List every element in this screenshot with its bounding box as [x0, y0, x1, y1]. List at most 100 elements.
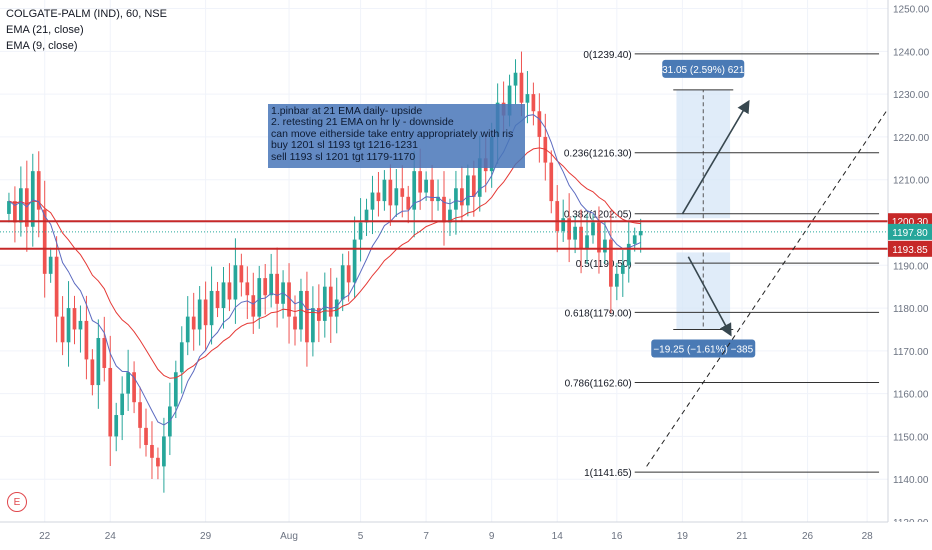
price-tick-label: 1180.00: [893, 304, 929, 315]
candle-body: [424, 179, 428, 193]
price-axis-bg: [888, 0, 932, 550]
ema21-legend[interactable]: EMA (21, close): [6, 24, 84, 36]
candle-body: [400, 188, 405, 197]
candle-body: [7, 201, 11, 214]
candle-body: [78, 320, 83, 330]
measure-tools: 31.05 (2.59%) 621 −19.25 (−1.61%) −385: [651, 59, 756, 358]
last-price-tag-bg: [888, 223, 932, 240]
price-tick-label: 1210.00: [893, 176, 930, 187]
ema9-line: [8, 114, 641, 426]
note-line: buy 1201 sl 1193 tgt 1216-1231: [271, 139, 418, 152]
candle-body: [144, 427, 148, 445]
candle-body: [537, 111, 542, 137]
candle-body: [561, 218, 566, 232]
candle-body: [126, 372, 130, 394]
candle-body: [412, 171, 417, 210]
candle-body: [549, 162, 554, 202]
short-measure-label: −19.25 (−1.61%) −385: [653, 344, 753, 355]
candle-body: [322, 286, 327, 321]
candle-body: [436, 196, 440, 202]
candle-body: [614, 273, 619, 287]
time-axis-bg: [0, 522, 932, 550]
long-measure-label-bg: [662, 59, 745, 78]
last-price-tag-label: 1197.80: [892, 228, 928, 239]
candle-body: [632, 235, 637, 244]
candle-body: [90, 359, 95, 386]
candle-body: [328, 286, 333, 317]
candle-body: [138, 402, 142, 428]
time-tick-label: 9: [489, 531, 495, 542]
candle-body: [156, 457, 160, 467]
fibonacci-retracement: 0(1239.40) 0.236(1216.30) 0.382(1202.05) 0.…: [564, 50, 880, 479]
price-tick-label: 1160.00: [893, 390, 929, 401]
candle-body: [579, 226, 583, 249]
price-tick-label: 1190.00: [893, 261, 929, 272]
candle-body: [513, 72, 518, 86]
price-tick-label: 1150.00: [893, 432, 929, 443]
candle-body: [36, 171, 41, 210]
candle-body: [620, 265, 625, 274]
events-badge[interactable]: E: [7, 492, 27, 512]
time-tick-label: 7: [423, 531, 429, 542]
note-line: 1.pinbar at 21 EMA daily- upside: [271, 105, 423, 117]
candle-body: [316, 308, 321, 321]
candle-body: [30, 171, 35, 227]
level-tag-bg: [888, 240, 932, 257]
candle-body: [340, 265, 345, 300]
candle-body: [531, 94, 536, 112]
candle-body: [150, 444, 154, 458]
candle-body: [48, 256, 53, 274]
candle-body: [96, 338, 101, 386]
candle-body: [597, 222, 601, 253]
candle-body: [382, 179, 387, 202]
time-tick-label: 21: [736, 531, 748, 542]
candle-body: [573, 226, 577, 240]
fib-level-label: 0.236(1216.30): [564, 149, 632, 160]
candle-body: [334, 299, 339, 317]
time-tick-label: 26: [802, 531, 814, 542]
candle-body: [257, 278, 262, 317]
candle-body: [406, 196, 411, 210]
time-tick-label: 5: [358, 531, 364, 542]
candle-body: [185, 316, 190, 343]
candle-body: [203, 299, 208, 326]
candle-body: [477, 158, 482, 197]
price-axis: 1130.001140.001150.001160.001170.001180.…: [887, 0, 932, 550]
candle-body: [376, 192, 381, 202]
candle-body: [394, 188, 399, 206]
candle-body: [132, 372, 136, 403]
candle-body: [120, 393, 125, 416]
price-tick-label: 1240.00: [893, 47, 930, 58]
candle-body: [108, 367, 113, 437]
long-measure-label: 31.05 (2.59%) 621: [662, 65, 745, 76]
ema9-legend[interactable]: EMA (9, close): [6, 40, 78, 52]
trade-note[interactable]: 1.pinbar at 21 EMA daily- upside 2. rete…: [268, 104, 525, 168]
candle-body: [567, 218, 572, 240]
level-tag-label: 1193.85: [892, 245, 928, 256]
candle-body: [519, 72, 524, 103]
time-tick-label: 29: [200, 531, 212, 542]
candle-body: [346, 265, 351, 283]
price-tick-label: 1230.00: [893, 90, 930, 101]
candle-body: [638, 231, 643, 236]
candle-body: [251, 295, 256, 317]
fib-level-label: 1(1141.65): [584, 468, 632, 479]
candle-body: [352, 239, 357, 283]
candle-body: [102, 338, 107, 368]
candle-body: [227, 282, 232, 300]
time-tick-label: 19: [677, 531, 689, 542]
candle-body: [626, 243, 631, 266]
candle-body: [60, 316, 65, 343]
candle-body: [293, 316, 297, 330]
ema-lines: [8, 114, 641, 426]
candle-body: [430, 179, 434, 202]
candle-body: [13, 201, 17, 223]
candle-body: [239, 265, 244, 283]
candle-body: [358, 222, 363, 240]
candle-body: [215, 290, 220, 309]
trend-line: [646, 51, 928, 467]
projection-arrow: [681, 99, 750, 215]
candle-body: [603, 239, 607, 253]
fib-level-label: 0.5(1190.50): [576, 259, 632, 270]
